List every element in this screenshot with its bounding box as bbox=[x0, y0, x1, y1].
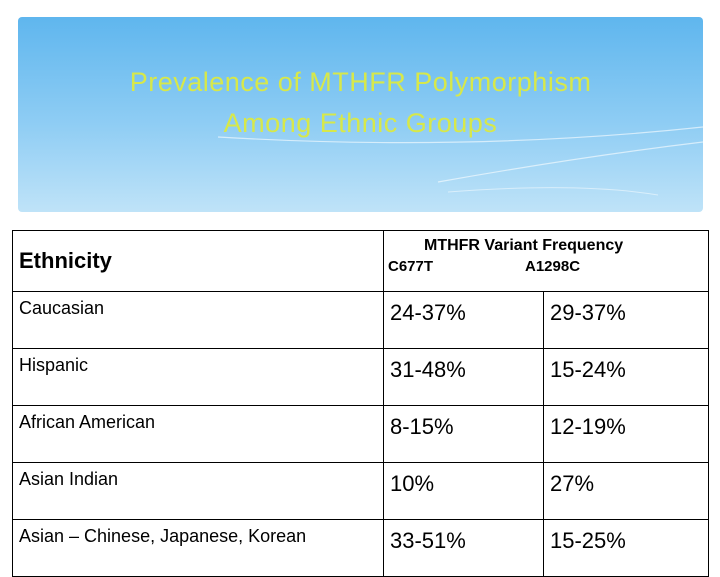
ethnicity-cell: Asian Indian bbox=[12, 462, 384, 520]
table-row: Caucasian 24-37% 29-37% bbox=[12, 291, 709, 349]
frequency-cell: 15-25% bbox=[543, 519, 709, 577]
table: Ethnicity MTHFR Variant Frequency C677T … bbox=[12, 230, 709, 577]
header-text: C677T bbox=[388, 258, 434, 275]
ethnicity-cell: African American bbox=[12, 405, 384, 463]
ethnicity-cell: Hispanic bbox=[12, 348, 384, 406]
table-row: African American 8-15% 12-19% bbox=[12, 405, 709, 463]
header-row: Ethnicity MTHFR Variant Frequency C677T … bbox=[12, 230, 709, 292]
ethnicity-cell: Asian – Chinese, Japanese, Korean bbox=[12, 519, 384, 577]
frequency-cell: 29-37% bbox=[543, 291, 709, 349]
frequency-cell: 27% bbox=[543, 462, 709, 520]
frequency-cell: 12-19% bbox=[543, 405, 709, 463]
title-box: Prevalence of MTHFR Polymorphism Among E… bbox=[18, 17, 703, 212]
frequency-cell: 31-48% bbox=[383, 348, 544, 406]
header-text: A1298C bbox=[525, 258, 581, 275]
table-row: Hispanic 31-48% 15-24% bbox=[12, 348, 709, 406]
ethnicity-cell: Caucasian bbox=[12, 291, 384, 349]
slide: {"header": {"title_lines": ["Prevalence … bbox=[12, 17, 709, 577]
frequency-cell: 24-37% bbox=[383, 291, 544, 349]
table-row: Asian – Chinese, Japanese, Korean 33-51% 1… bbox=[12, 519, 709, 577]
table-row: Asian Indian 10% 27% bbox=[12, 462, 709, 520]
header-text: MTHFR Variant Frequency bbox=[424, 237, 624, 254]
frequency-cell: 15-24% bbox=[543, 348, 709, 406]
frequency-cell: 33-51% bbox=[383, 519, 544, 577]
header-cell: MTHFR Variant Frequency C677T A1298C bbox=[383, 230, 709, 292]
decoration bbox=[217, 126, 703, 196]
title: Among Ethnic Groups bbox=[223, 108, 498, 138]
frequency-cell: 10% bbox=[383, 462, 544, 520]
frequency-cell: 8-15% bbox=[383, 405, 544, 463]
header-cell: Ethnicity bbox=[12, 230, 384, 292]
title: Prevalence of MTHFR Polymorphism bbox=[129, 67, 592, 97]
